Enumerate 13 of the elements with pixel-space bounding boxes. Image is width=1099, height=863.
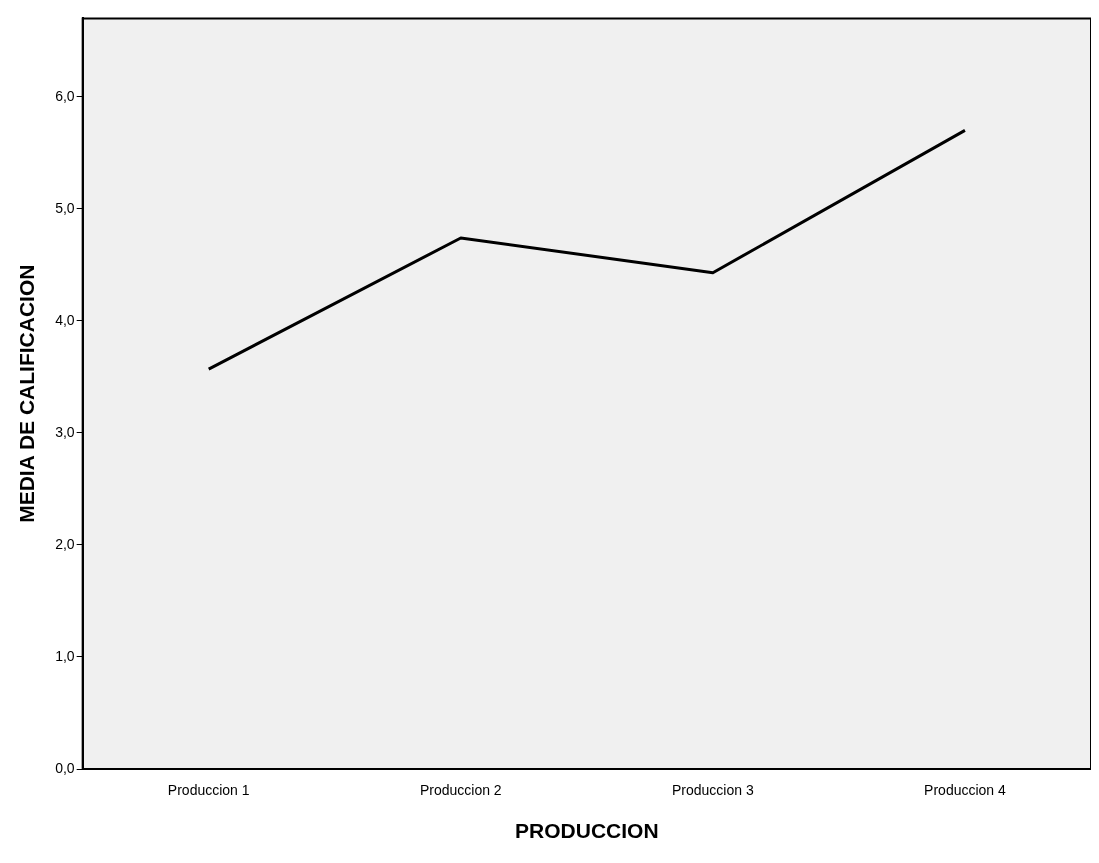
y-tick-label: 0,0 xyxy=(55,759,75,776)
y-axis-title: MEDIA DE CALIFICACION xyxy=(15,264,39,523)
y-tick-label: 6,0 xyxy=(55,87,75,104)
y-tick-label: 2,0 xyxy=(55,535,75,552)
y-tick-label: 5,0 xyxy=(55,199,75,216)
y-tick-label: 4,0 xyxy=(55,311,75,328)
x-tick-label: Produccion 3 xyxy=(672,782,754,799)
x-tick-label: Produccion 1 xyxy=(167,782,250,799)
y-tick-label: 1,0 xyxy=(55,647,75,664)
x-tick-label: Produccion 4 xyxy=(924,782,1007,799)
x-axis-title: PRODUCCION xyxy=(515,819,659,843)
y-tick-label: 3,0 xyxy=(55,423,75,440)
x-tick-label: Produccion 2 xyxy=(419,782,502,799)
